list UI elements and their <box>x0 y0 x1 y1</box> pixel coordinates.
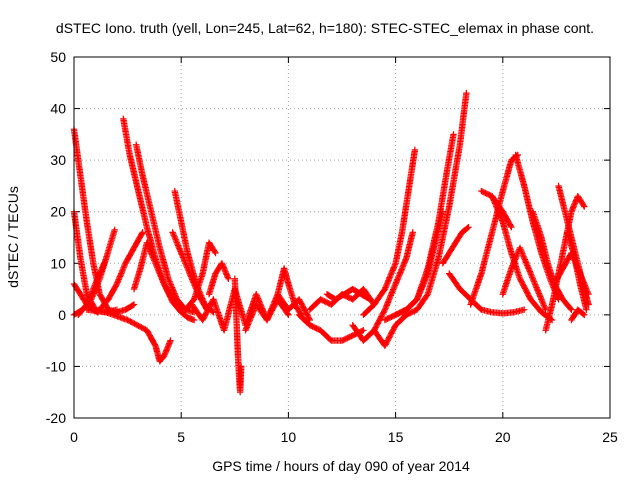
y-tick-label: 50 <box>50 49 66 65</box>
series-29-markers <box>467 151 521 308</box>
series-12 <box>182 239 219 313</box>
series-27 <box>439 224 472 267</box>
series-29 <box>467 151 521 308</box>
series-15-markers <box>231 275 245 396</box>
series-39-markers <box>568 306 588 324</box>
series-32-markers <box>499 244 549 313</box>
series-31 <box>488 193 556 324</box>
series-38 <box>551 249 592 298</box>
y-tick-label: 20 <box>50 204 66 220</box>
series-17-markers <box>274 265 305 319</box>
series-21 <box>349 311 410 349</box>
series-12-markers <box>182 239 219 313</box>
x-tick-label: 10 <box>281 429 297 445</box>
series-28-markers <box>446 270 528 317</box>
series-25 <box>392 208 446 319</box>
series-26 <box>403 89 470 319</box>
series-14 <box>205 260 232 298</box>
y-tick-label: 10 <box>50 255 66 271</box>
series-6 <box>120 115 198 324</box>
series-7-markers <box>132 141 198 316</box>
grid-lines <box>74 57 610 418</box>
series-9 <box>130 239 185 313</box>
series-20 <box>323 285 374 303</box>
y-tick-label: 30 <box>50 152 66 168</box>
series-31-markers <box>488 193 556 324</box>
x-tick-label: 15 <box>388 429 404 445</box>
x-tick-label: 25 <box>602 429 618 445</box>
series-7 <box>132 141 198 316</box>
series-4 <box>75 260 108 319</box>
y-tick-label: 0 <box>58 307 66 323</box>
x-tick-label: 5 <box>177 429 185 445</box>
x-axis-label: GPS time / hours of day 090 of year 2014 <box>212 458 470 474</box>
y-tick-label: -20 <box>46 410 66 426</box>
series-26-markers <box>403 89 470 319</box>
plot-frame <box>73 56 611 419</box>
x-tick-label: 20 <box>495 429 511 445</box>
series-8 <box>96 229 146 313</box>
series-27-markers <box>439 224 472 267</box>
chart-title: dSTEC Iono. truth (yell, Lon=245, Lat=62… <box>56 20 594 36</box>
series-20-markers <box>323 285 374 303</box>
series-17 <box>274 265 305 319</box>
y-axis-label: dSTEC / TECUs <box>5 186 21 288</box>
series-4-markers <box>75 260 108 319</box>
series-38-markers <box>551 249 592 298</box>
series-8-markers <box>96 229 146 313</box>
y-tick-label: -10 <box>46 358 66 374</box>
series-22 <box>360 146 419 319</box>
data-marks <box>70 89 592 396</box>
series-21-markers <box>349 311 410 349</box>
y-tick-labels: -20 -10 0 10 20 30 40 50 <box>46 49 66 426</box>
series-22-markers <box>360 146 419 319</box>
series-23 <box>370 229 416 334</box>
series-6-markers <box>120 115 198 324</box>
series-15 <box>231 275 245 396</box>
series-28 <box>446 270 528 317</box>
series-32 <box>499 244 549 313</box>
series-25-markers <box>392 208 446 319</box>
series-9-markers <box>130 239 185 313</box>
series-23-markers <box>370 229 416 334</box>
x-tick-labels: 0 5 10 15 20 25 <box>70 429 618 445</box>
y-tick-label: 40 <box>50 101 66 117</box>
series-39 <box>568 306 588 324</box>
series-14-markers <box>205 260 232 298</box>
x-tick-label: 0 <box>70 429 78 445</box>
